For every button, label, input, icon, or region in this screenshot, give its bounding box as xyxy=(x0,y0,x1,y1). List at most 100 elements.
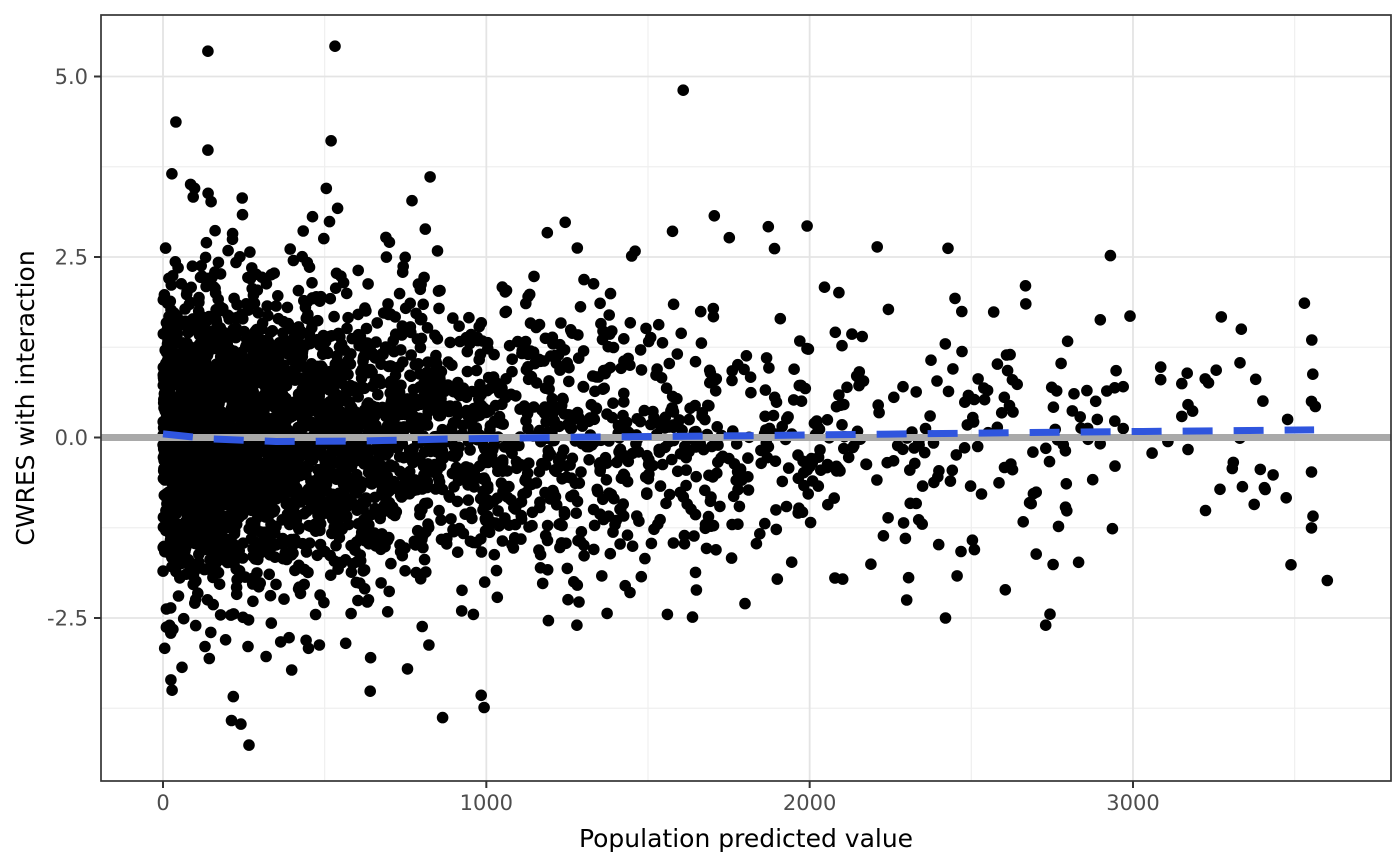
data-point xyxy=(254,354,266,366)
data-point xyxy=(666,453,678,466)
data-point xyxy=(324,292,337,305)
data-point xyxy=(782,462,795,474)
data-point xyxy=(964,480,977,492)
data-point xyxy=(167,549,180,561)
data-point xyxy=(547,338,559,350)
data-point xyxy=(742,484,755,496)
data-point xyxy=(614,504,627,516)
data-point xyxy=(944,475,957,487)
data-point xyxy=(683,413,695,426)
data-point xyxy=(991,358,1004,370)
data-point xyxy=(240,403,253,416)
data-point xyxy=(234,250,246,263)
data-point xyxy=(1306,334,1318,346)
data-point xyxy=(415,332,428,345)
data-point xyxy=(1117,422,1129,435)
data-point xyxy=(172,590,185,602)
data-point xyxy=(314,295,326,308)
data-point xyxy=(663,488,676,501)
data-point xyxy=(284,243,297,255)
data-point xyxy=(464,444,476,456)
data-point xyxy=(725,552,738,564)
data-point xyxy=(240,340,252,352)
data-point xyxy=(702,399,714,412)
data-point xyxy=(829,572,841,584)
data-point xyxy=(393,287,406,300)
data-point xyxy=(1110,364,1122,377)
data-point xyxy=(165,279,178,291)
data-point xyxy=(201,492,214,504)
data-point xyxy=(732,518,744,530)
data-point xyxy=(157,361,170,374)
data-point xyxy=(821,414,834,426)
data-point xyxy=(578,273,590,286)
data-point xyxy=(382,298,394,310)
data-point xyxy=(177,612,190,625)
data-point xyxy=(266,325,279,337)
data-point xyxy=(526,519,538,532)
data-point xyxy=(379,540,391,553)
data-point xyxy=(250,323,263,336)
data-point xyxy=(533,465,546,478)
data-point xyxy=(519,335,532,348)
data-point xyxy=(562,593,574,606)
data-point xyxy=(1154,361,1167,373)
data-point xyxy=(618,396,630,408)
data-point xyxy=(788,363,800,376)
data-point-outlier xyxy=(467,608,480,621)
data-point-outlier xyxy=(202,45,214,57)
data-point xyxy=(280,372,293,384)
data-point xyxy=(171,474,183,486)
data-point xyxy=(187,390,200,402)
data-point xyxy=(296,383,309,395)
data-point xyxy=(453,320,465,333)
data-point xyxy=(521,408,534,420)
data-point xyxy=(726,365,738,377)
data-point xyxy=(611,456,623,469)
data-point xyxy=(342,518,355,531)
data-point xyxy=(881,456,893,469)
data-point xyxy=(247,524,259,537)
data-point xyxy=(206,271,218,284)
data-point xyxy=(460,331,473,344)
data-point xyxy=(667,419,680,431)
data-point xyxy=(188,537,201,550)
data-point xyxy=(1109,415,1121,427)
data-point xyxy=(877,530,890,542)
data-point xyxy=(229,401,241,413)
data-point xyxy=(317,462,330,475)
data-point xyxy=(513,439,525,452)
data-point xyxy=(178,347,191,359)
data-point xyxy=(479,443,491,455)
data-point-outlier xyxy=(629,245,641,257)
data-point xyxy=(1001,364,1014,377)
data-point xyxy=(205,325,217,338)
data-point xyxy=(1061,505,1073,517)
data-point xyxy=(278,593,290,605)
y-tick-label: 0.0 xyxy=(55,426,88,450)
data-point xyxy=(352,328,365,341)
data-point xyxy=(410,566,423,579)
data-point xyxy=(165,340,177,353)
data-point-outlier xyxy=(762,220,775,233)
data-point xyxy=(334,444,346,457)
data-point xyxy=(203,396,216,408)
data-point xyxy=(466,474,478,487)
data-point xyxy=(286,354,299,366)
data-point xyxy=(288,487,301,499)
data-point xyxy=(412,481,425,494)
data-point xyxy=(352,264,365,277)
data-point xyxy=(303,326,316,339)
data-point xyxy=(362,366,375,379)
data-point xyxy=(614,443,627,456)
data-point xyxy=(160,603,173,615)
data-point xyxy=(450,400,463,413)
data-point xyxy=(219,634,232,646)
data-point xyxy=(272,444,284,457)
data-point xyxy=(916,480,929,492)
data-point xyxy=(654,480,667,492)
data-point xyxy=(359,496,372,508)
data-point xyxy=(288,501,300,513)
data-point xyxy=(496,418,508,430)
data-point xyxy=(510,455,523,468)
